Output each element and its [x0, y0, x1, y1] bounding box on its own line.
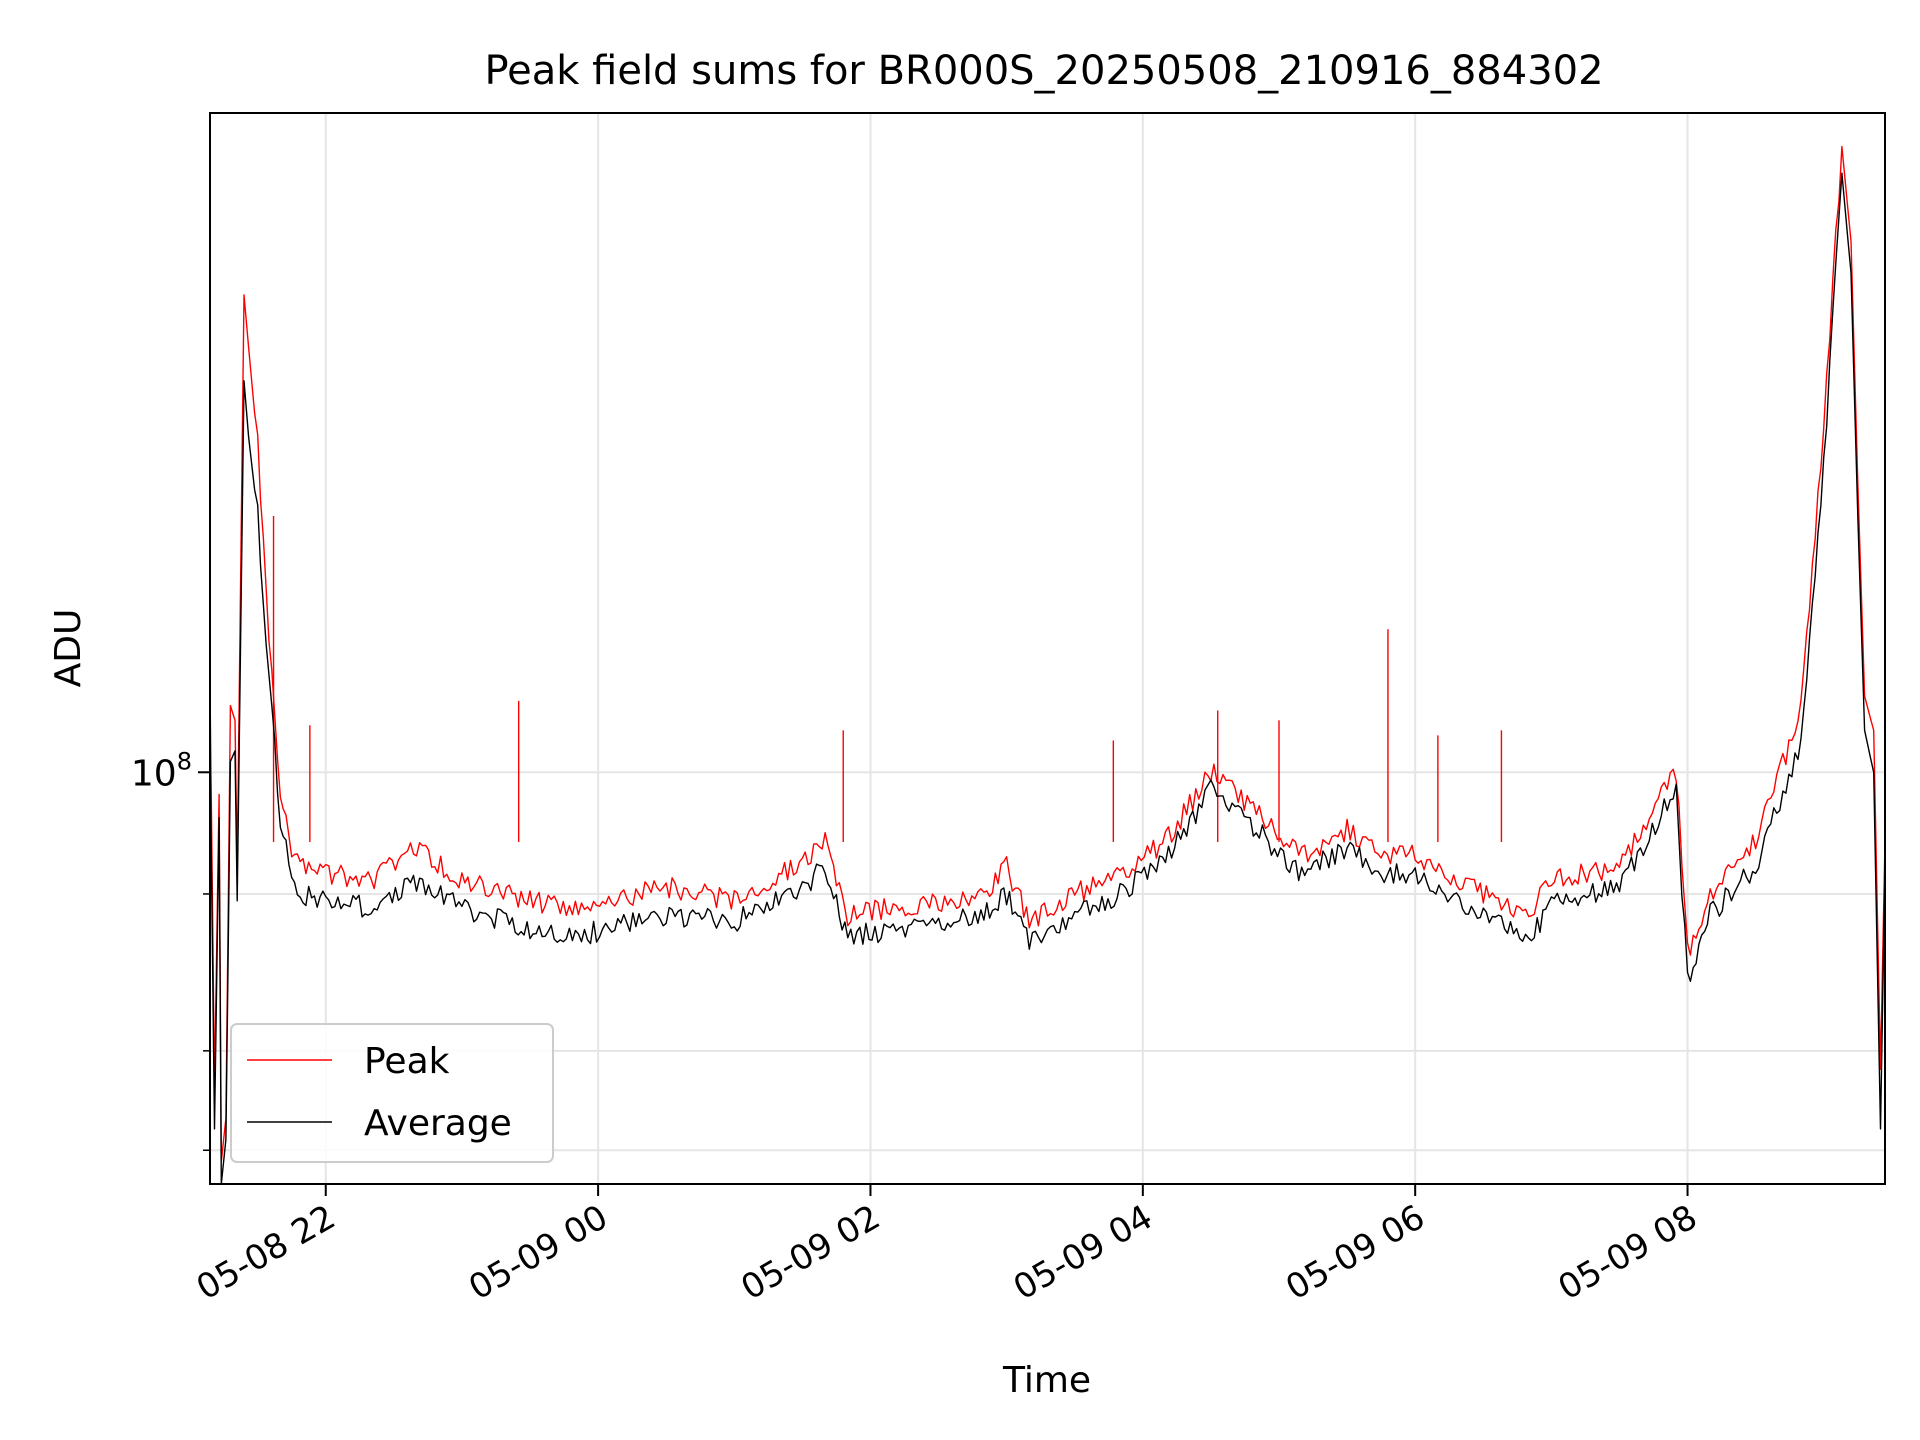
chart-title: Peak field sums for BR000S_20250508_2109…: [484, 48, 1603, 94]
legend: Peak Average: [231, 1024, 553, 1162]
x-axis-label: Time: [1002, 1360, 1091, 1401]
y-axis-label: ADU: [48, 609, 89, 688]
legend-label-average: Average: [364, 1103, 512, 1144]
legend-label-peak: Peak: [364, 1041, 450, 1082]
